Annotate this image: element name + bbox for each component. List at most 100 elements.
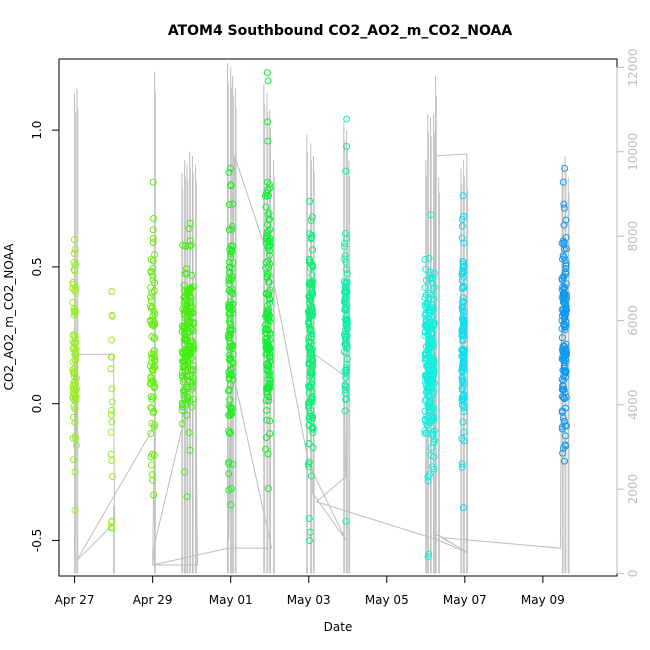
data-point (266, 353, 274, 361)
data-point (151, 250, 159, 258)
data-point (430, 295, 438, 303)
x-axis: Apr 27 Apr 29 May 01 May 03 May 05 May 07 May … (55, 575, 565, 607)
data-point (185, 285, 193, 293)
data-point (426, 289, 434, 297)
data-point (306, 197, 314, 205)
data-point (147, 461, 155, 469)
data-point (149, 226, 157, 234)
data-point (182, 333, 190, 341)
data-point (342, 370, 350, 378)
data-point (183, 385, 191, 393)
data-point (147, 297, 155, 305)
x-tick-label: May 01 (209, 593, 253, 607)
data-point (460, 308, 468, 316)
data-point (185, 341, 193, 349)
data-point (430, 438, 438, 446)
data-point (187, 354, 195, 362)
data-point (189, 378, 197, 386)
data-point (225, 460, 233, 468)
data-point (151, 421, 159, 429)
data-point (71, 389, 79, 397)
data-point (226, 339, 234, 347)
data-point (225, 280, 233, 288)
data-point (180, 286, 188, 294)
data-point (460, 355, 468, 363)
data-point (149, 272, 157, 280)
data-point (305, 319, 313, 327)
data-point (266, 234, 274, 242)
data-point (459, 257, 467, 265)
data-point (308, 424, 316, 432)
data-point (149, 257, 157, 265)
data-point (266, 295, 274, 303)
data-point (559, 252, 567, 260)
y-tick-label: 0.5 (30, 257, 44, 276)
data-point (107, 365, 115, 373)
data-point (187, 366, 195, 374)
data-point (70, 305, 78, 313)
data-point (263, 192, 271, 200)
data-point (262, 434, 270, 442)
data-point (184, 306, 192, 314)
y-axis-label: CO2_AO2_m_CO2_NOAA (2, 243, 16, 390)
x-tick-label: May 05 (365, 593, 409, 607)
data-point (188, 271, 196, 279)
data-point (343, 266, 351, 274)
y2-tick-label: 10000 (626, 133, 640, 171)
data-point (228, 225, 236, 233)
data-point (341, 243, 349, 251)
data-point (459, 298, 467, 306)
data-point (71, 245, 79, 253)
data-point (308, 231, 316, 239)
x-tick-label: May 09 (521, 593, 565, 607)
data-point (186, 446, 194, 454)
data-point (263, 273, 271, 281)
data-point (229, 272, 237, 280)
chart-title: ATOM4 Southbound CO2_AO2_m_CO2_NOAA (168, 23, 513, 39)
data-point (425, 322, 433, 330)
data-point (560, 253, 568, 261)
data-point (309, 425, 317, 433)
data-point (264, 118, 272, 126)
data-point (460, 437, 468, 445)
data-point (187, 302, 195, 310)
data-point (181, 468, 189, 476)
data-point (107, 523, 115, 531)
data-point (306, 296, 314, 304)
data-point (561, 164, 569, 172)
data-point (225, 287, 233, 295)
data-point (305, 515, 313, 523)
data-point (421, 426, 429, 434)
data-point (189, 345, 197, 353)
data-point (304, 460, 312, 468)
data-point (458, 460, 466, 468)
data-point (560, 200, 568, 208)
data-point (150, 491, 158, 499)
data-point (226, 428, 234, 436)
data-point (227, 242, 235, 250)
data-point (459, 294, 467, 302)
data-point (342, 286, 350, 294)
data-point (181, 270, 189, 278)
data-point (107, 353, 115, 361)
data-point (70, 373, 78, 381)
data-point (181, 340, 189, 348)
data-point (425, 306, 433, 314)
data-point (430, 404, 438, 412)
data-point (226, 309, 234, 317)
data-point (306, 399, 314, 407)
data-point (305, 256, 313, 264)
data-point (424, 473, 432, 481)
data-point (341, 389, 349, 397)
data-point (421, 416, 429, 424)
data-point (109, 473, 117, 481)
data-point (183, 411, 191, 419)
data-point (458, 331, 466, 339)
data-point (560, 321, 568, 329)
data-point (264, 347, 272, 355)
data-point (265, 393, 273, 401)
data-point (342, 349, 350, 357)
data-point (226, 327, 234, 335)
data-point (147, 393, 155, 401)
